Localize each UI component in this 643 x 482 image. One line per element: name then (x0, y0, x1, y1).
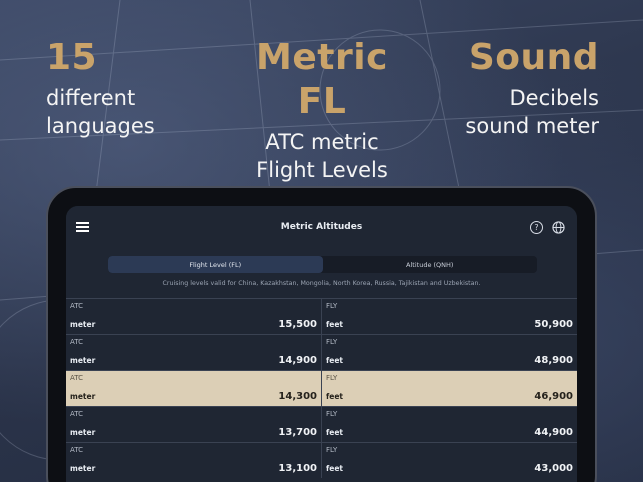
tablet-frame: Metric Altitudes ? Flight Level (FL) Alt… (46, 186, 597, 482)
cell-unit: meter (70, 320, 96, 329)
feature-languages: 15 different languages (46, 36, 155, 140)
hamburger-icon[interactable] (76, 222, 89, 232)
cell-unit: meter (70, 356, 96, 365)
cell-value: 46,900 (534, 391, 573, 402)
cell-tag: FLY (326, 374, 338, 382)
app-title: Metric Altitudes (280, 222, 363, 232)
cell-tag: FLY (326, 410, 338, 418)
table-row-selected[interactable]: ATC meter 14,300 FLY feet 46,900 (66, 370, 577, 406)
feature-sound-line-2: sound meter (465, 114, 599, 138)
cell-value: 44,900 (534, 427, 573, 438)
cell-value: 43,000 (534, 463, 573, 474)
feature-metric-fl-line-1: ATC metric (265, 130, 379, 154)
feature-metric-fl: Metric FL ATC metric Flight Levels (232, 36, 412, 184)
fly-cell: FLY feet 48,900 (321, 335, 577, 370)
cell-unit: meter (70, 428, 96, 437)
tab-flight-level[interactable]: Flight Level (FL) (108, 256, 323, 273)
altitude-table: ATC meter 15,500 FLY feet 50,900 ATC met… (66, 298, 577, 478)
feature-languages-line-2: languages (46, 114, 155, 138)
cell-tag: ATC (70, 302, 83, 310)
tab-altitude-qnh[interactable]: Altitude (QNH) (406, 260, 454, 269)
feature-metric-fl-line-2: Flight Levels (256, 158, 388, 182)
app-bar: Metric Altitudes ? (66, 206, 577, 248)
cell-value: 48,900 (534, 355, 573, 366)
feature-languages-line-1: different (46, 86, 136, 110)
cell-value: 50,900 (534, 319, 573, 330)
table-row[interactable]: ATC meter 13,100 FLY feet 43,000 (66, 442, 577, 478)
atc-cell: ATC meter 14,300 (66, 371, 321, 406)
globe-icon[interactable] (552, 221, 565, 234)
cell-value: 14,300 (278, 391, 317, 402)
fly-cell: FLY feet 50,900 (321, 299, 577, 334)
question-circle-icon[interactable]: ? (530, 221, 543, 234)
cell-unit: meter (70, 464, 96, 473)
cell-unit: feet (326, 320, 344, 329)
cell-tag: ATC (70, 410, 83, 418)
cell-tag: FLY (326, 302, 338, 310)
atc-cell: ATC meter 14,900 (66, 335, 321, 370)
fly-cell: FLY feet 43,000 (321, 443, 577, 478)
cell-unit: feet (326, 428, 344, 437)
fly-cell: FLY feet 46,900 (321, 371, 577, 406)
feature-sound-line-1: Decibels (509, 86, 600, 110)
fly-cell: FLY feet 44,900 (321, 407, 577, 442)
mode-segmented-control: Flight Level (FL) Altitude (QNH) (108, 256, 537, 273)
cell-value: 13,100 (278, 463, 317, 474)
cell-value: 15,500 (278, 319, 317, 330)
cell-tag: ATC (70, 338, 83, 346)
table-row[interactable]: ATC meter 15,500 FLY feet 50,900 (66, 298, 577, 334)
validity-note: Cruising levels valid for China, Kazakhs… (162, 280, 481, 287)
feature-languages-headline: 15 (46, 37, 98, 78)
atc-cell: ATC meter 13,700 (66, 407, 321, 442)
atc-cell: ATC meter 15,500 (66, 299, 321, 334)
cell-tag: ATC (70, 446, 83, 454)
cell-tag: ATC (70, 374, 83, 382)
cell-unit: feet (326, 464, 344, 473)
cell-tag: FLY (326, 446, 338, 454)
cell-unit: meter (70, 392, 96, 401)
table-row[interactable]: ATC meter 14,900 FLY feet 48,900 (66, 334, 577, 370)
cell-tag: FLY (326, 338, 338, 346)
cell-value: 13,700 (278, 427, 317, 438)
feature-sound: Sound Decibels sound meter (465, 36, 599, 140)
cell-unit: feet (326, 356, 344, 365)
cell-value: 14,900 (278, 355, 317, 366)
feature-sound-headline: Sound (468, 37, 599, 78)
table-row[interactable]: ATC meter 13,700 FLY feet 44,900 (66, 406, 577, 442)
cell-unit: feet (326, 392, 344, 401)
app-screen: Metric Altitudes ? Flight Level (FL) Alt… (66, 206, 577, 482)
atc-cell: ATC meter 13,100 (66, 443, 321, 478)
feature-metric-fl-headline: Metric FL (256, 37, 388, 122)
